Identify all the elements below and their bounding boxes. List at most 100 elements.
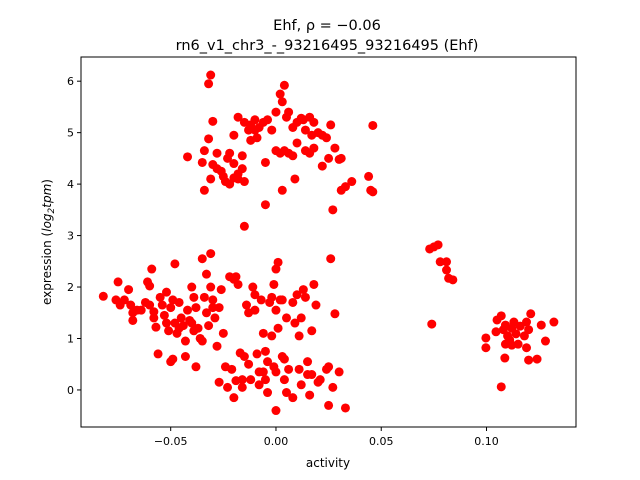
data-point (225, 272, 235, 282)
data-point (364, 171, 374, 181)
data-point (260, 346, 270, 356)
data-point (513, 339, 523, 349)
data-point (206, 174, 216, 184)
data-point (250, 305, 260, 315)
data-point (298, 285, 308, 295)
data-point (307, 370, 317, 380)
data-point (279, 354, 289, 364)
data-point (214, 377, 224, 387)
data-point (151, 322, 161, 332)
data-point (223, 382, 233, 392)
data-point (296, 380, 306, 390)
data-point (328, 205, 338, 215)
data-point (98, 291, 108, 301)
data-point (500, 353, 510, 363)
data-point (277, 185, 287, 195)
data-point (201, 308, 211, 318)
data-point (281, 313, 291, 323)
data-point (252, 133, 262, 143)
data-point (233, 279, 243, 289)
data-point (540, 336, 550, 346)
data-point (536, 320, 546, 330)
data-point (524, 325, 534, 335)
data-point (315, 375, 325, 385)
x-tick-label: 0.10 (474, 435, 499, 448)
data-point (199, 185, 209, 195)
data-point (233, 112, 243, 122)
y-tick-label: 5 (67, 127, 74, 140)
data-point (239, 351, 249, 361)
data-point (189, 326, 199, 336)
data-point (277, 97, 287, 107)
data-point (170, 259, 180, 269)
data-point (250, 290, 260, 300)
data-point (216, 166, 226, 176)
data-point (307, 130, 317, 140)
data-point (140, 297, 150, 307)
data-point (252, 349, 262, 359)
data-point (199, 146, 209, 156)
data-point (155, 292, 165, 302)
x-tick-label: 0.00 (264, 435, 289, 448)
data-point (239, 221, 249, 231)
x-tick-label: 0.05 (369, 435, 394, 448)
data-point (258, 367, 268, 377)
data-point (246, 375, 256, 385)
y-label-sub: 2 (47, 207, 57, 213)
data-point (296, 313, 306, 323)
data-point (229, 393, 239, 403)
data-point (147, 264, 157, 274)
data-point (321, 133, 331, 143)
data-point (191, 303, 201, 313)
data-point (328, 382, 338, 392)
data-point (233, 174, 243, 184)
data-point (549, 317, 559, 327)
data-point (250, 125, 260, 135)
data-point (250, 115, 260, 125)
data-point (271, 107, 281, 117)
data-point (294, 331, 304, 341)
data-point (178, 321, 188, 331)
data-point (223, 153, 233, 163)
data-point (237, 151, 247, 161)
data-point (197, 254, 207, 264)
data-point (216, 285, 226, 295)
data-point (256, 295, 266, 305)
y-tick-label: 0 (67, 384, 74, 397)
data-point (491, 327, 501, 337)
data-point (237, 382, 247, 392)
data-point (263, 357, 273, 367)
data-point (427, 319, 437, 329)
data-point (199, 292, 209, 302)
data-point (292, 138, 302, 148)
y-tick-label: 2 (67, 281, 74, 294)
data-point (326, 120, 336, 130)
data-point (212, 341, 222, 351)
data-point (237, 164, 247, 174)
data-point (183, 152, 193, 162)
data-point (231, 272, 241, 282)
data-point (300, 146, 310, 156)
y-axis-label: expression (log2tpm) (40, 179, 57, 305)
data-point (340, 403, 350, 413)
data-point (229, 130, 239, 140)
data-point (317, 161, 327, 171)
data-point (149, 313, 159, 323)
data-point (254, 380, 264, 390)
data-point (153, 349, 163, 359)
data-point (311, 300, 321, 310)
data-point (241, 300, 251, 310)
data-point (526, 309, 536, 319)
data-point (214, 303, 224, 313)
data-point (197, 157, 207, 167)
data-point (336, 153, 346, 163)
data-point (174, 297, 184, 307)
data-point (119, 295, 129, 305)
data-point (149, 307, 159, 317)
data-point (334, 367, 344, 377)
data-point (288, 297, 298, 307)
data-point (206, 249, 216, 259)
data-point (258, 328, 268, 338)
data-point (263, 115, 273, 125)
